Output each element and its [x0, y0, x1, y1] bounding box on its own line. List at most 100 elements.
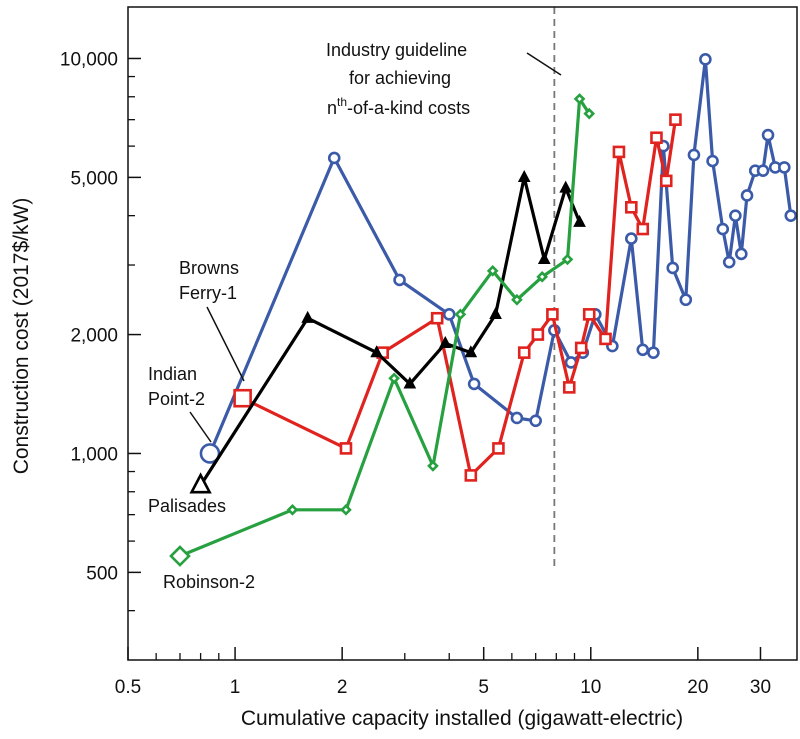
labeled-circle-marker [199, 443, 221, 464]
diamond-marker [573, 93, 586, 105]
diamond-marker [561, 253, 574, 266]
circle-marker [687, 148, 701, 162]
y-tick-label: 5,000 [70, 168, 118, 189]
circle-marker [442, 308, 456, 321]
triangle-marker [438, 335, 452, 348]
circle-marker [679, 293, 693, 307]
indian-point-label-line1: Indian [148, 364, 197, 384]
square-marker [531, 328, 545, 341]
y-tick-label: 10,000 [60, 49, 118, 70]
diamond-marker [340, 503, 352, 516]
triangle-marker [489, 306, 502, 319]
series-line-triangle [199, 175, 582, 487]
browns-ferry-label-line2: Ferry-1 [179, 283, 237, 303]
square-marker [599, 332, 612, 346]
circle-marker [756, 164, 770, 177]
square-marker [650, 131, 663, 145]
x-tick-label: 2 [337, 677, 348, 698]
circle-marker [510, 411, 524, 425]
circle-marker [761, 128, 775, 142]
x-tick-label: 5 [478, 677, 489, 698]
labeled-square-marker [233, 388, 252, 408]
diamond-marker [511, 293, 523, 306]
circle-marker [625, 232, 638, 245]
x-tick-label: 10 [580, 677, 601, 698]
guideline-label-line3: nth-of-a-kind costs [327, 95, 470, 118]
triangle-marker [464, 345, 478, 358]
triangle-marker [537, 251, 551, 265]
x-tick-label: 20 [687, 677, 708, 698]
circle-marker [740, 189, 754, 202]
palisades-label: Palisades [148, 496, 226, 516]
browns-ferry-leader-line [206, 306, 245, 382]
x-axis-title: Cumulative capacity installed (gigawatt-… [241, 707, 683, 730]
circle-marker [706, 154, 719, 168]
triangle-marker [573, 214, 586, 227]
circle-marker [327, 151, 341, 165]
labeled-diamond-marker [169, 545, 191, 567]
guideline-label-line1: Industry guideline [326, 40, 467, 60]
diamond-marker [388, 372, 400, 385]
x-tick-label: 30 [750, 677, 771, 698]
diamond-marker [486, 264, 499, 277]
browns-ferry-label-line1: Browns [179, 258, 239, 278]
circle-marker [699, 53, 712, 66]
square-marker [582, 308, 596, 321]
y-axis-ticks: 500 1,000 2,000 5,000 10,000 [60, 49, 141, 612]
triangle-marker [403, 376, 417, 389]
guideline-label-superscript: th [337, 95, 347, 109]
series-triangle [189, 169, 586, 494]
y-tick-label: 2,000 [70, 326, 118, 347]
robinson-label: Robinson-2 [163, 572, 255, 592]
circle-marker [716, 222, 730, 236]
x-tick-label: 0.5 [115, 677, 141, 698]
plot-frame [127, 6, 798, 661]
series-line-square [241, 119, 677, 477]
labeled-triangle-marker [189, 472, 212, 494]
diamond-marker [427, 460, 439, 472]
circle-marker [467, 377, 481, 391]
circle-marker [722, 255, 736, 269]
series-circle [199, 53, 798, 464]
y-tick-label: 1,000 [70, 444, 118, 465]
diamond-marker [454, 308, 467, 321]
circle-marker [393, 273, 406, 287]
indian-point-leader-line [189, 411, 212, 443]
circle-marker [529, 414, 542, 428]
square-marker [339, 442, 353, 455]
square-marker [562, 381, 576, 394]
square-marker [492, 442, 505, 455]
diamond-marker [583, 107, 596, 120]
circle-marker [729, 209, 742, 222]
triangle-marker [559, 180, 572, 193]
guideline-leader-line [526, 52, 562, 76]
circle-marker [784, 209, 798, 222]
plot-area-border [127, 6, 798, 661]
series-group [169, 53, 798, 567]
x-axis-ticks: 0.5 1 2 5 10 20 30 [115, 647, 771, 698]
circle-marker [636, 343, 650, 357]
circle-marker [647, 346, 660, 359]
square-marker [517, 346, 531, 359]
square-marker [636, 222, 650, 236]
triangle-marker [301, 310, 315, 323]
guideline-label-rest: -of-a-kind costs [347, 98, 470, 118]
series-square [233, 113, 682, 482]
guideline-label-n: n [327, 98, 337, 118]
guideline-group [526, 7, 562, 570]
square-marker [574, 341, 588, 355]
y-axis-title: Construction cost (2017$/kW) [10, 198, 33, 475]
indian-point-label-line2: Point-2 [148, 389, 205, 409]
series-line-diamond [179, 97, 591, 558]
triangle-marker [517, 169, 531, 183]
diamond-marker [536, 271, 548, 283]
diamond-marker [286, 503, 299, 516]
circle-marker [777, 161, 791, 174]
square-marker [625, 200, 638, 214]
triangle-marker [370, 345, 383, 358]
series-line-circle [208, 57, 793, 455]
x-tick-label: 1 [230, 677, 241, 698]
square-marker [659, 174, 673, 188]
circle-marker [666, 261, 680, 275]
